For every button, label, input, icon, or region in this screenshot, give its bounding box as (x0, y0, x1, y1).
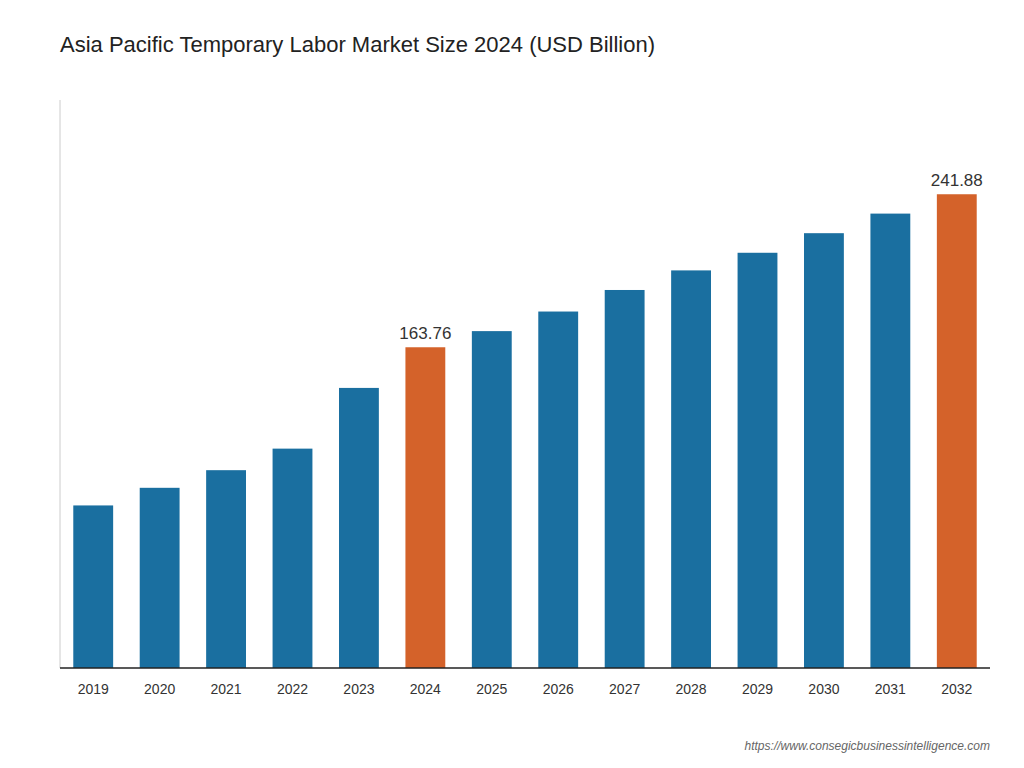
x-tick-label: 2024 (410, 681, 441, 697)
bar (73, 505, 113, 668)
bar (538, 312, 578, 668)
chart: Asia Pacific Temporary Labor Market Size… (0, 0, 1024, 768)
data-label: 241.88 (931, 171, 983, 190)
bar (405, 347, 445, 668)
y-axis-line (60, 100, 61, 668)
bar (870, 214, 910, 668)
bar (671, 270, 711, 668)
bar (472, 331, 512, 668)
x-tick-label: 2031 (875, 681, 906, 697)
x-tick-label: 2026 (543, 681, 574, 697)
data-label: 163.76 (399, 324, 451, 343)
bars (73, 194, 976, 668)
x-tick-label: 2021 (210, 681, 241, 697)
x-tick-label: 2019 (78, 681, 109, 697)
bar (206, 470, 246, 668)
x-tick-label: 2030 (808, 681, 839, 697)
x-tick-label: 2029 (742, 681, 773, 697)
bar (937, 194, 977, 668)
x-tick-label: 2027 (609, 681, 640, 697)
bar (804, 233, 844, 668)
x-tick-label: 2023 (343, 681, 374, 697)
x-tick-label: 2022 (277, 681, 308, 697)
bar (738, 253, 778, 668)
x-tick-label: 2020 (144, 681, 175, 697)
x-axis-line (60, 667, 990, 669)
x-tick-label: 2025 (476, 681, 507, 697)
bar (140, 488, 180, 668)
bar (605, 290, 645, 668)
title: Asia Pacific Temporary Labor Market Size… (60, 32, 655, 57)
x-tick-label: 2032 (941, 681, 972, 697)
x-tick-label: 2028 (675, 681, 706, 697)
bar (273, 449, 313, 668)
bar (339, 388, 379, 668)
annotation: https://www.consegicbusinessintelligence… (745, 739, 990, 753)
